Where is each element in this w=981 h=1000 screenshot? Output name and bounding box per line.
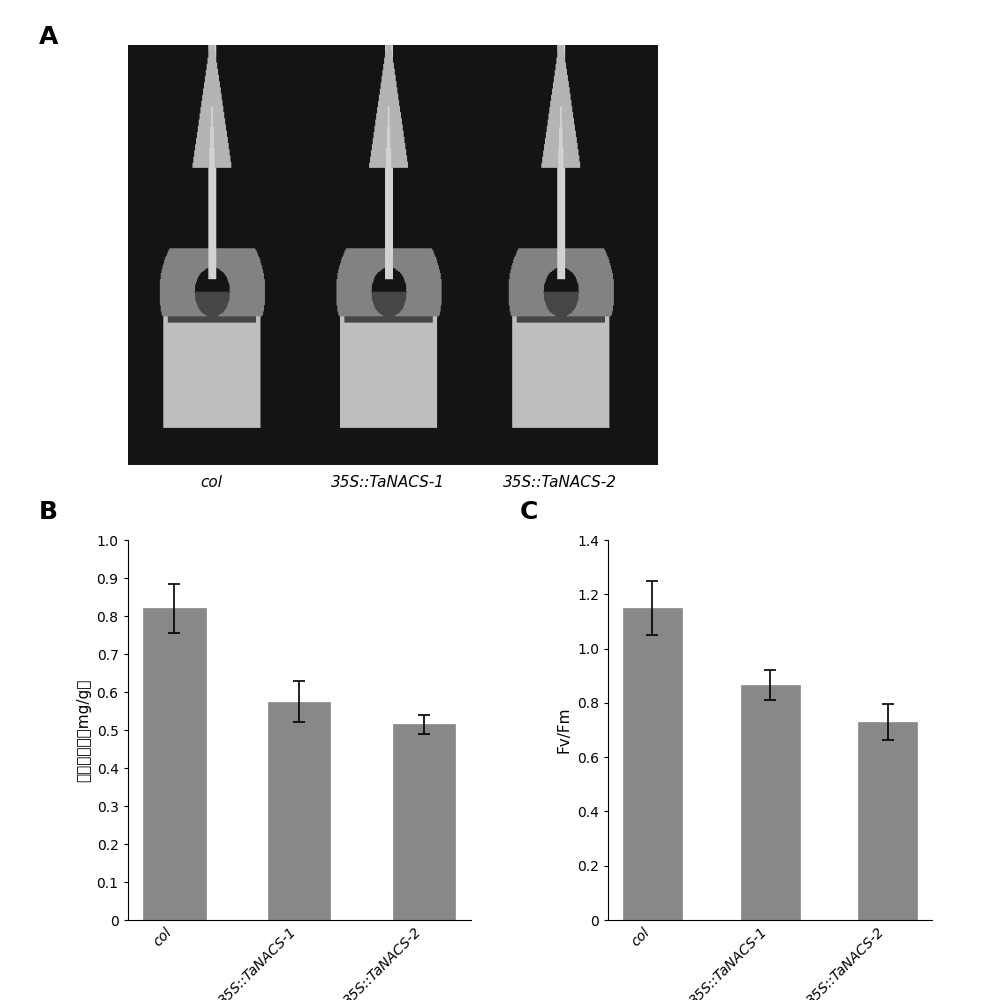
Y-axis label: Fv/Fm: Fv/Fm <box>556 707 572 753</box>
Text: col: col <box>200 475 223 490</box>
Text: B: B <box>39 500 58 524</box>
Text: A: A <box>39 25 59 49</box>
Text: 35S::TaNACS-2: 35S::TaNACS-2 <box>503 475 617 490</box>
Bar <box>623 608 682 920</box>
Text: 35S::TaNACS-1: 35S::TaNACS-1 <box>331 475 445 490</box>
Bar <box>392 724 455 920</box>
Bar <box>268 702 331 920</box>
Bar <box>143 608 206 920</box>
Y-axis label: 叶绻素含量（mg/g）: 叶绻素含量（mg/g） <box>76 678 91 782</box>
Bar <box>741 685 800 920</box>
Text: C: C <box>520 500 539 524</box>
Bar <box>858 722 917 920</box>
